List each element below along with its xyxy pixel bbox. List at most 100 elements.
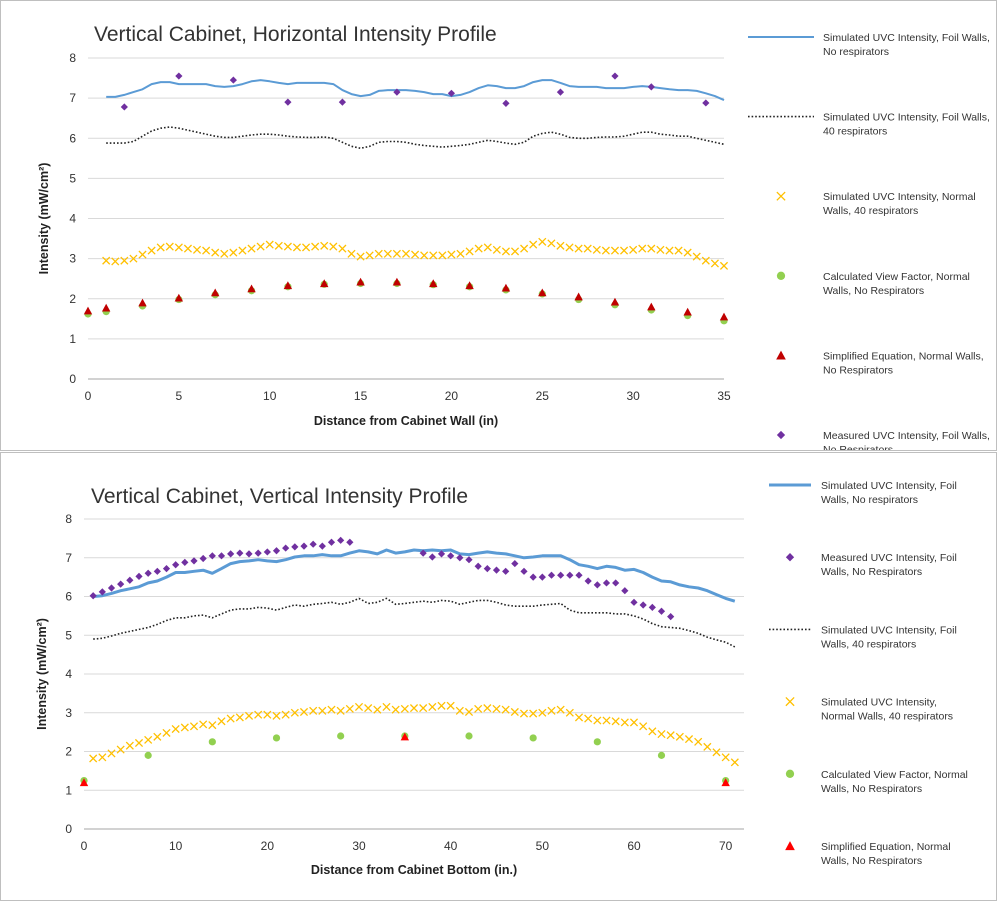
data-point <box>336 706 345 715</box>
legend-label: Calculated View Factor, Normal <box>821 769 968 781</box>
legend-item: Simulated UVC Intensity, Foil Walls, No r… <box>748 32 990 58</box>
data-point <box>202 246 211 255</box>
data-point <box>373 705 382 714</box>
data-point <box>575 571 583 579</box>
legend-swatch <box>776 430 786 440</box>
data-point <box>135 572 143 580</box>
data-point <box>666 731 675 740</box>
data-point <box>382 702 391 711</box>
data-point <box>354 702 364 711</box>
series-simulated-uvc-intensity-foil-walls-40-respirators <box>106 126 725 150</box>
data-point <box>620 718 629 727</box>
y-tick-label: 6 <box>65 590 72 604</box>
data-point <box>111 257 120 266</box>
data-point <box>144 751 152 759</box>
data-point <box>665 246 674 255</box>
data-point <box>117 580 125 588</box>
legend-label: Simulated UVC Intensity, Foil <box>821 624 957 636</box>
data-point <box>730 758 739 767</box>
data-point <box>648 727 657 736</box>
data-point <box>611 717 620 726</box>
data-point <box>107 584 116 592</box>
data-point <box>181 558 189 566</box>
data-point <box>529 240 538 249</box>
legend-label: Simplified Equation, Normal <box>821 841 951 853</box>
data-point <box>347 249 356 258</box>
legend-item: Simulated UVC Intensity, Normal Walls, 40… <box>785 697 953 723</box>
data-point <box>701 256 710 265</box>
data-point <box>190 557 198 565</box>
data-point <box>356 277 365 286</box>
data-point <box>502 567 510 575</box>
data-point <box>337 732 345 740</box>
data-point <box>465 732 473 740</box>
data-point <box>656 245 665 254</box>
data-point <box>447 250 456 259</box>
legend-swatch <box>785 841 795 851</box>
data-point <box>263 548 271 556</box>
legend-item: Calculated View Factor, Normal Walls, No … <box>776 271 970 297</box>
data-point <box>602 579 611 587</box>
data-point <box>538 288 547 297</box>
legend-label: Simulated UVC Intensity, Normal <box>823 191 976 203</box>
data-point <box>492 566 501 574</box>
data-point <box>592 245 601 254</box>
data-point <box>675 732 684 741</box>
data-point <box>180 723 189 732</box>
x-axis-label: Distance from Cabinet Bottom (in.) <box>311 863 517 877</box>
data-point <box>284 98 292 106</box>
data-point <box>134 738 144 748</box>
legend-swatch <box>776 271 786 280</box>
data-point <box>192 245 202 254</box>
data-point <box>712 748 721 757</box>
y-tick-label: 2 <box>69 292 76 306</box>
data-point <box>183 244 193 253</box>
legend-label: Walls, No Respirators <box>823 285 924 297</box>
data-point <box>474 244 483 253</box>
data-point <box>274 241 283 250</box>
x-tick-label: 70 <box>719 839 733 853</box>
series-simulated-uvc-intensity-foil-walls-no-respirators <box>106 79 725 102</box>
data-point <box>721 778 730 787</box>
legend-item: Measured UVC Intensity, Foil Walls, No Re… <box>776 430 990 450</box>
y-tick-label: 4 <box>69 212 76 226</box>
data-point <box>602 716 611 725</box>
legend-item: Measured UVC Intensity, Foil Walls, No Re… <box>785 552 957 578</box>
data-point <box>327 705 336 714</box>
series-line <box>93 548 736 603</box>
x-tick-label: 15 <box>354 389 368 403</box>
legend-label: Simplified Equation, Normal Walls, <box>823 350 984 362</box>
data-point <box>574 244 583 253</box>
data-point <box>492 245 501 254</box>
legend: Simulated UVC Intensity, Foil Walls, No r… <box>748 32 990 450</box>
legend-label: 40 respirators <box>823 126 887 138</box>
data-point <box>229 248 238 257</box>
data-point <box>619 246 629 255</box>
y-tick-label: 0 <box>69 372 76 386</box>
x-tick-label: 0 <box>81 839 88 853</box>
data-point <box>153 567 161 575</box>
data-point <box>565 243 574 252</box>
y-tick-label: 4 <box>65 667 72 681</box>
series-simplified-equation-normal-walls-no-respirators <box>83 277 729 321</box>
y-tick-label: 5 <box>65 628 72 642</box>
data-point <box>272 547 281 555</box>
data-point <box>465 556 473 564</box>
legend-label: Simulated UVC Intensity, Foil Walls, <box>823 112 990 124</box>
x-tick-label: 60 <box>627 839 641 853</box>
data-point <box>538 573 546 581</box>
data-point <box>556 705 565 714</box>
data-point <box>364 704 373 713</box>
data-point <box>511 559 519 568</box>
data-point <box>429 279 438 288</box>
legend-label: Measured UVC Intensity, Foil <box>821 552 957 564</box>
data-point <box>211 248 220 257</box>
data-point <box>365 251 374 260</box>
data-point <box>420 251 429 260</box>
data-point <box>162 565 171 573</box>
data-point <box>648 603 656 611</box>
data-point <box>529 573 537 581</box>
series-measured-uvc-intensity-foil-walls-no-respirators <box>89 536 675 621</box>
x-axis-label: Distance from Cabinet Wall (in) <box>314 414 498 428</box>
data-point <box>174 293 184 302</box>
